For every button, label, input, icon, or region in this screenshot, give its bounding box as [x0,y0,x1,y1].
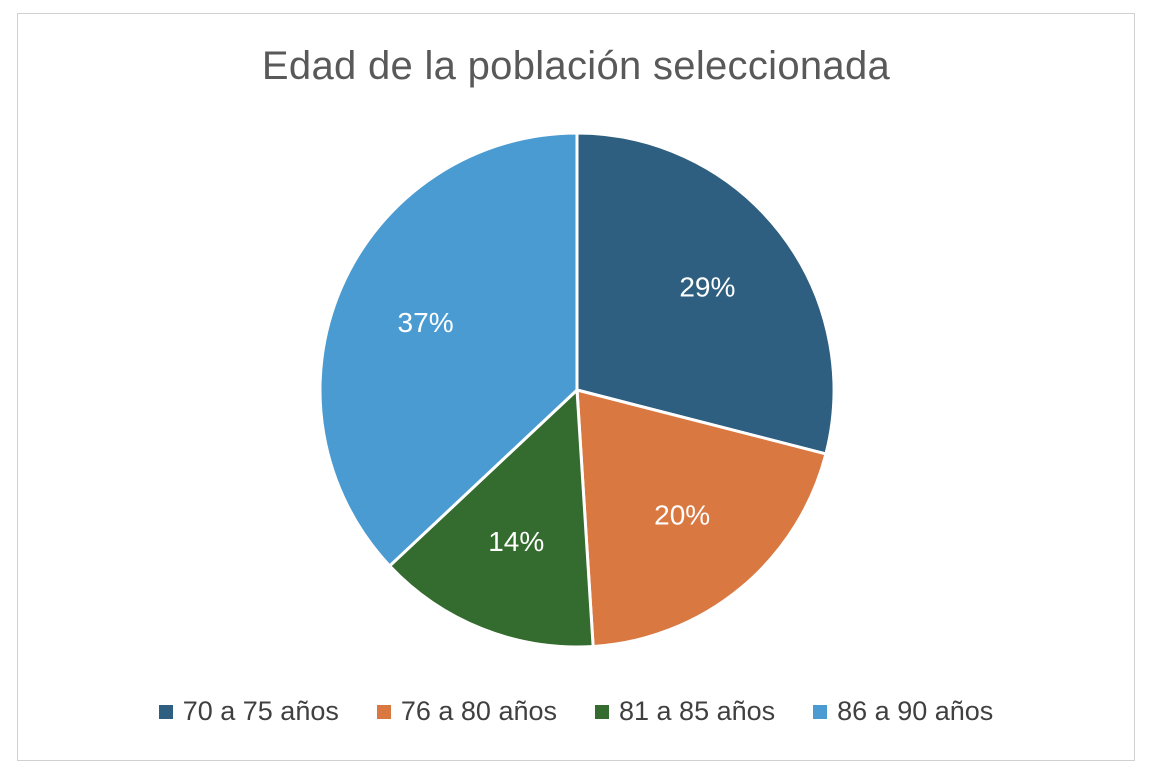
legend-label: 86 a 90 años [837,696,994,726]
slice-data-label-3: 14% [488,526,544,557]
legend-item-1: 70 a 75 años [158,696,339,727]
pie-slice-2 [575,388,828,649]
legend-swatch [813,704,828,719]
legend-item-2: 76 a 80 años [376,696,557,727]
chart-title: Edad de la población seleccionada [261,44,891,88]
legend-swatch [376,704,391,719]
slice-data-label-4: 37% [398,307,454,338]
pie-chart: 29% 20% 14% 37% [318,131,836,649]
legend-item-3: 81 a 85 años [595,696,775,727]
legend-label: 70 a 75 años [182,696,339,726]
slice-data-label-2: 20% [654,500,710,531]
slice-data-label-1: 29% [679,271,735,302]
chart-frame: Edad de la población seleccionada 29% 20%… [17,13,1135,761]
pie-slice-1 [575,131,836,456]
legend-swatch [158,704,173,719]
chart-legend: 70 a 75 años 76 a 80 años 81 a 85 años 86 a… [18,696,1134,727]
legend-label: 81 a 85 años [619,696,776,726]
pie-slice-3 [387,386,595,649]
legend-label: 76 a 80 años [400,696,557,726]
legend-item-4: 86 a 90 años [813,696,993,727]
legend-swatch [595,704,609,719]
pie-slice-4 [318,131,579,569]
